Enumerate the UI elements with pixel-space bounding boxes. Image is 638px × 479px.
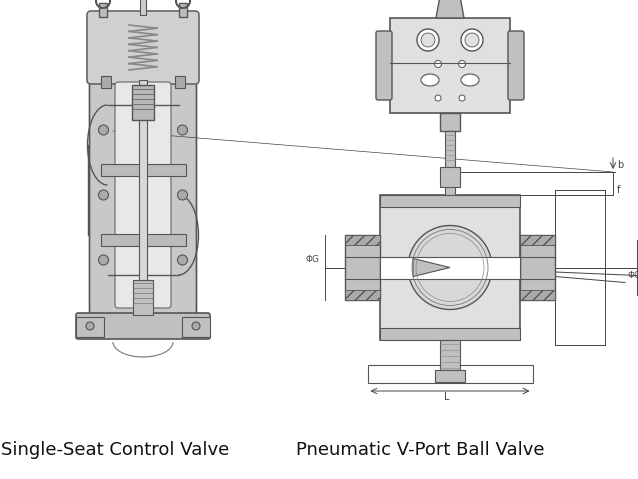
Circle shape bbox=[98, 190, 108, 200]
Bar bbox=[101, 234, 186, 246]
FancyBboxPatch shape bbox=[89, 72, 197, 316]
Text: L: L bbox=[444, 392, 450, 402]
Circle shape bbox=[435, 95, 441, 101]
FancyBboxPatch shape bbox=[115, 82, 171, 308]
Text: f: f bbox=[617, 185, 620, 195]
Bar bbox=[440, 167, 460, 187]
Bar bbox=[445, 131, 455, 195]
Bar bbox=[520, 290, 555, 300]
Circle shape bbox=[408, 226, 492, 309]
Circle shape bbox=[434, 60, 441, 68]
Circle shape bbox=[86, 322, 94, 330]
Text: Single-Seat Control Valve: Single-Seat Control Valve bbox=[1, 441, 229, 459]
Circle shape bbox=[177, 125, 188, 135]
Bar bbox=[440, 340, 460, 370]
Circle shape bbox=[177, 255, 188, 265]
Circle shape bbox=[177, 190, 188, 200]
Bar bbox=[140, 0, 146, 15]
Bar bbox=[520, 235, 555, 245]
Bar bbox=[139, 80, 147, 310]
Circle shape bbox=[461, 29, 483, 51]
Circle shape bbox=[459, 95, 465, 101]
Bar bbox=[440, 113, 460, 131]
Bar bbox=[101, 164, 186, 176]
Bar bbox=[380, 195, 520, 207]
FancyBboxPatch shape bbox=[87, 11, 199, 84]
FancyBboxPatch shape bbox=[508, 31, 524, 100]
Bar bbox=[182, 317, 210, 337]
Ellipse shape bbox=[461, 74, 479, 86]
Circle shape bbox=[459, 60, 466, 68]
Bar bbox=[101, 76, 111, 88]
Bar bbox=[435, 370, 465, 382]
Circle shape bbox=[421, 33, 435, 47]
Bar bbox=[76, 317, 104, 337]
Circle shape bbox=[417, 29, 439, 51]
Circle shape bbox=[192, 322, 200, 330]
Bar bbox=[132, 85, 154, 120]
FancyBboxPatch shape bbox=[76, 313, 210, 339]
Circle shape bbox=[98, 255, 108, 265]
Bar bbox=[345, 235, 380, 245]
Polygon shape bbox=[436, 0, 464, 18]
Bar bbox=[390, 18, 510, 113]
Bar bbox=[380, 328, 520, 340]
Circle shape bbox=[98, 125, 108, 135]
Text: b: b bbox=[617, 160, 623, 170]
Bar bbox=[133, 280, 153, 315]
Text: Pneumatic V-Port Ball Valve: Pneumatic V-Port Ball Valve bbox=[296, 441, 544, 459]
Polygon shape bbox=[413, 259, 450, 276]
Bar bbox=[99, 3, 107, 17]
Ellipse shape bbox=[421, 74, 439, 86]
Text: ΦC: ΦC bbox=[627, 271, 638, 280]
Bar bbox=[367, 365, 533, 383]
FancyBboxPatch shape bbox=[376, 31, 392, 100]
Bar bbox=[345, 290, 380, 300]
Text: ΦG: ΦG bbox=[305, 255, 319, 264]
Bar bbox=[520, 235, 555, 300]
Bar bbox=[175, 76, 185, 88]
Circle shape bbox=[465, 33, 479, 47]
Bar bbox=[380, 256, 520, 278]
Bar bbox=[555, 190, 605, 345]
Bar bbox=[345, 235, 380, 300]
Bar bbox=[380, 195, 520, 340]
Bar bbox=[179, 3, 187, 17]
